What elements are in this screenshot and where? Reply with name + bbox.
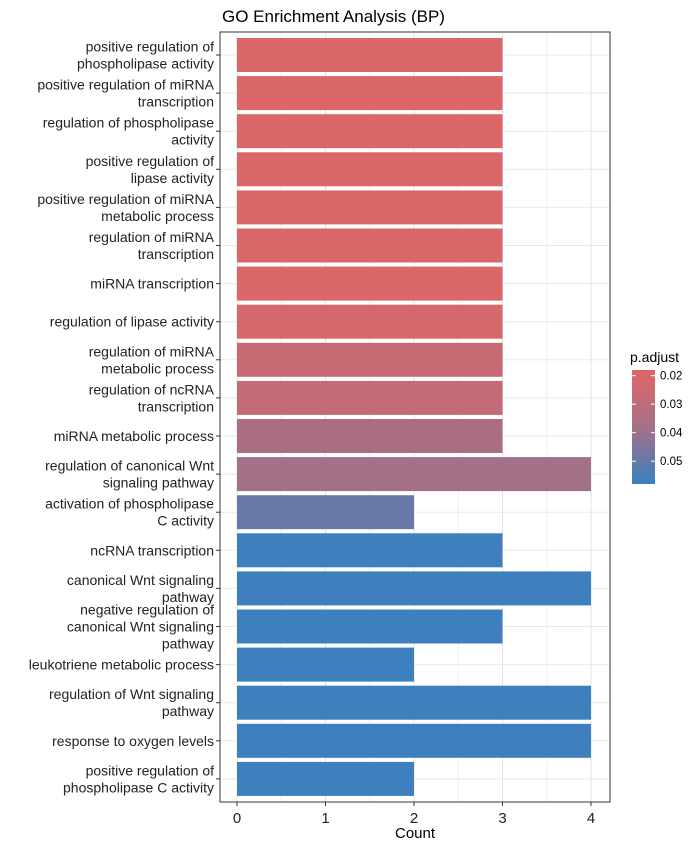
bar (237, 761, 414, 796)
bar (237, 457, 591, 492)
y-tick-label: response to oxygen levels (52, 733, 214, 749)
bars (237, 38, 591, 796)
bar (237, 152, 503, 187)
chart-title: GO Enrichment Analysis (BP) (222, 7, 445, 26)
y-tick-label: regulation of canonical Wnt signaling pat… (45, 458, 214, 491)
y-tick-label: positive regulation of phospholipase acti… (77, 39, 214, 72)
bar (237, 76, 503, 111)
legend-ticks: 0.02 0.03 0.04 0.05 (632, 371, 683, 468)
bar (237, 114, 503, 149)
x-axis-title: Count (395, 825, 436, 842)
bar (237, 266, 503, 301)
x-tick-label: 3 (498, 810, 506, 827)
y-tick-label: negative regulation of canonical Wnt sign… (67, 602, 214, 652)
y-tick-label: ncRNA transcription (90, 542, 214, 558)
bar (237, 380, 503, 415)
y-tick-label: miRNA transcription (90, 276, 214, 292)
y-tick-label: activation of phospholipase C activity (45, 496, 214, 529)
bar (237, 228, 503, 263)
y-tick-label: regulation of ncRNA transcription (89, 381, 215, 414)
y-tick-label: regulation of Wnt signaling pathway (49, 686, 214, 719)
bar (237, 571, 591, 606)
bar (237, 38, 503, 72)
y-tick-label: positive regulation of miRNA transcriptio… (37, 77, 214, 110)
x-tick-label: 4 (587, 810, 595, 827)
plot-border (219, 31, 611, 803)
y-tick-label: positive regulation of miRNA metabolic pr… (37, 191, 214, 224)
y-tick-label: miRNA metabolic process (54, 428, 214, 444)
legend-tick-label: 0.02 (660, 371, 682, 383)
legend-title: p.adjust (630, 349, 679, 365)
y-axis-labels: positive regulation of phospholipase acti… (29, 39, 215, 796)
y-tick-label: regulation of phospholipase activity (43, 115, 214, 148)
y-tick-label: positive regulation of lipase activity (86, 153, 215, 186)
bar (237, 495, 414, 530)
bar (237, 647, 414, 682)
y-tick-label: leukotriene metabolic process (29, 657, 214, 673)
x-tick-label: 0 (233, 810, 241, 827)
bar (237, 342, 503, 377)
y-axis-ticks (216, 54, 220, 780)
y-tick-label: regulation of miRNA metabolic process (89, 343, 215, 376)
bar (237, 609, 503, 644)
bar (237, 304, 503, 339)
x-tick-label: 2 (410, 810, 418, 827)
legend-tick-label: 0.04 (660, 428, 683, 440)
legend-tick-label: 0.05 (660, 456, 682, 468)
bar (237, 533, 503, 568)
y-tick-label: canonical Wnt signaling pathway (67, 572, 214, 605)
legend-tick-label: 0.03 (660, 399, 682, 411)
legend-colorbar (632, 370, 655, 484)
y-tick-label: regulation of miRNA transcription (89, 229, 215, 262)
y-tick-label: regulation of lipase activity (50, 314, 214, 330)
bar (237, 723, 591, 758)
legend: p.adjust 0.02 0.03 0.04 0.05 (630, 349, 683, 484)
x-tick-label: 1 (321, 810, 329, 827)
bar (237, 419, 503, 453)
bar (237, 685, 591, 720)
x-axis-ticks: 0 1 2 3 4 (233, 802, 595, 827)
y-tick-label: positive regulation of phospholipase C ac… (63, 762, 214, 795)
bar (237, 190, 503, 225)
